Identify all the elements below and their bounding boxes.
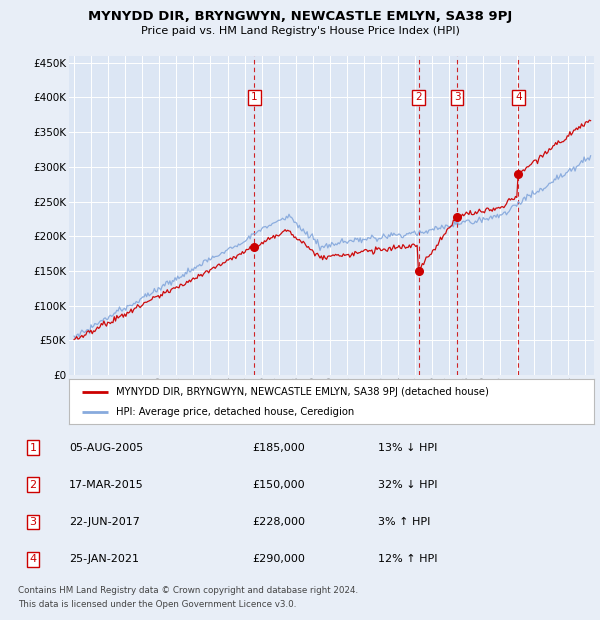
Text: This data is licensed under the Open Government Licence v3.0.: This data is licensed under the Open Gov… bbox=[18, 600, 296, 609]
Text: 17-MAR-2015: 17-MAR-2015 bbox=[69, 480, 144, 490]
Text: 12% ↑ HPI: 12% ↑ HPI bbox=[378, 554, 437, 564]
Text: 05-AUG-2005: 05-AUG-2005 bbox=[69, 443, 143, 453]
Text: 25-JAN-2021: 25-JAN-2021 bbox=[69, 554, 139, 564]
Text: MYNYDD DIR, BRYNGWYN, NEWCASTLE EMLYN, SA38 9PJ: MYNYDD DIR, BRYNGWYN, NEWCASTLE EMLYN, S… bbox=[88, 10, 512, 23]
Text: 32% ↓ HPI: 32% ↓ HPI bbox=[378, 480, 437, 490]
Text: Contains HM Land Registry data © Crown copyright and database right 2024.: Contains HM Land Registry data © Crown c… bbox=[18, 586, 358, 595]
Text: 3: 3 bbox=[29, 517, 37, 527]
Text: 1: 1 bbox=[29, 443, 37, 453]
Text: 3: 3 bbox=[454, 92, 460, 102]
Text: 1: 1 bbox=[251, 92, 258, 102]
Text: £150,000: £150,000 bbox=[252, 480, 305, 490]
Text: 2: 2 bbox=[29, 480, 37, 490]
Text: MYNYDD DIR, BRYNGWYN, NEWCASTLE EMLYN, SA38 9PJ (detached house): MYNYDD DIR, BRYNGWYN, NEWCASTLE EMLYN, S… bbox=[116, 387, 489, 397]
Text: 3% ↑ HPI: 3% ↑ HPI bbox=[378, 517, 430, 527]
Text: 22-JUN-2017: 22-JUN-2017 bbox=[69, 517, 140, 527]
Text: 13% ↓ HPI: 13% ↓ HPI bbox=[378, 443, 437, 453]
Text: 4: 4 bbox=[29, 554, 37, 564]
Text: 4: 4 bbox=[515, 92, 522, 102]
Text: £228,000: £228,000 bbox=[252, 517, 305, 527]
Text: Price paid vs. HM Land Registry's House Price Index (HPI): Price paid vs. HM Land Registry's House … bbox=[140, 26, 460, 36]
Text: £290,000: £290,000 bbox=[252, 554, 305, 564]
Text: £185,000: £185,000 bbox=[252, 443, 305, 453]
Text: HPI: Average price, detached house, Ceredigion: HPI: Average price, detached house, Cere… bbox=[116, 407, 355, 417]
Text: 2: 2 bbox=[415, 92, 422, 102]
